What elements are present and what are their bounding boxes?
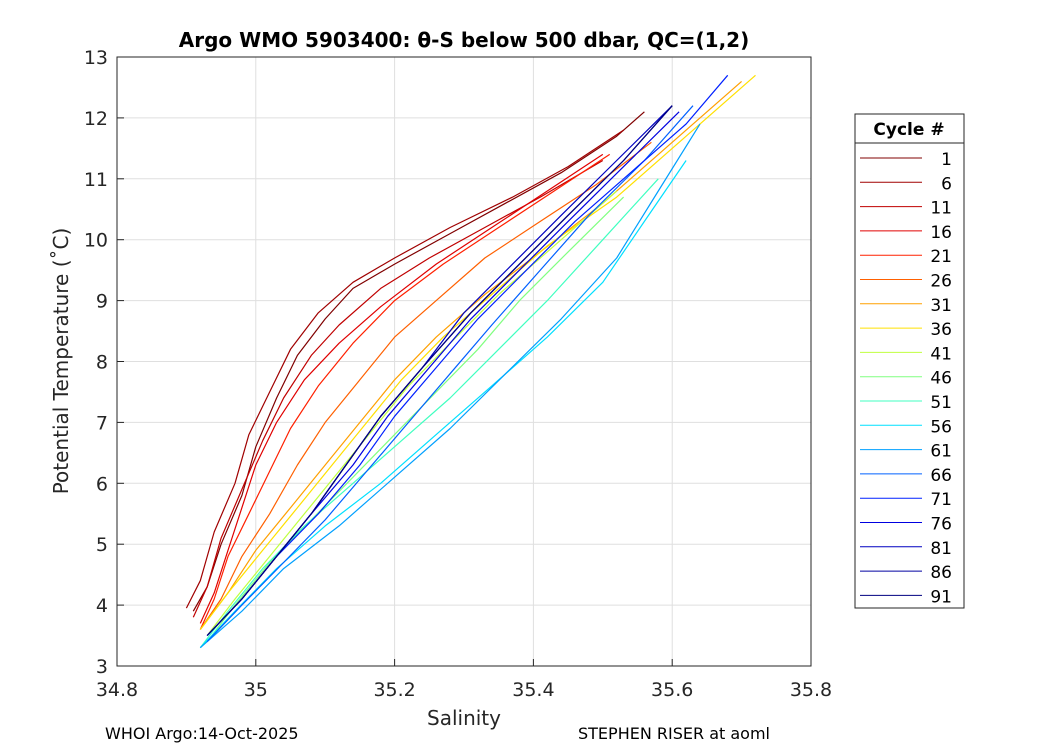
series-line-cycle-61 xyxy=(199,123,701,649)
x-tick-label: 35.6 xyxy=(651,679,693,701)
x-tick-label: 35.2 xyxy=(373,679,415,701)
x-tick-label: 34.8 xyxy=(96,679,138,701)
legend-box xyxy=(854,113,965,609)
legend-label: 21 xyxy=(930,247,952,267)
series-line-cycle-36 xyxy=(199,74,756,630)
legend-label: 56 xyxy=(930,417,952,437)
legend-label: 81 xyxy=(930,539,952,559)
series-line-cycle-11 xyxy=(192,159,604,618)
legend: Cycle # 16111621263136414651566166717681… xyxy=(854,113,965,609)
y-axis-label: Potential Temperature (˚C) xyxy=(49,228,73,495)
series-line-cycle-91 xyxy=(206,105,673,636)
footer-left-text: WHOI Argo:14-Oct-2025 xyxy=(105,724,299,743)
legend-label: 91 xyxy=(930,587,952,607)
legend-label: 66 xyxy=(930,466,952,486)
legend-label: 61 xyxy=(930,442,952,462)
series-line-cycle-21 xyxy=(199,153,611,630)
series-line-cycle-56 xyxy=(199,160,687,649)
series-line-cycle-26 xyxy=(199,141,652,630)
x-tick-label: 35 xyxy=(244,679,268,701)
series-line-cycle-1 xyxy=(192,111,645,612)
legend-label: 11 xyxy=(930,199,952,219)
legend-label: 6 xyxy=(941,174,952,194)
legend-label: 26 xyxy=(930,272,952,292)
legend-label: 31 xyxy=(930,296,952,316)
y-tick-label: 5 xyxy=(96,534,108,556)
y-tick-label: 10 xyxy=(84,230,108,252)
legend-label: 76 xyxy=(930,515,952,535)
legend-label: 1 xyxy=(941,150,952,170)
series-line-cycle-41 xyxy=(206,190,618,636)
legend-label: 41 xyxy=(930,344,952,364)
series-line-cycle-51 xyxy=(199,178,659,649)
y-tick-label: 6 xyxy=(96,473,108,495)
ticks: 34.8 35 35.2 35.4 35.6 35.8 3 4 5 6 7 8 9 10 11 12 13 xyxy=(84,47,832,701)
x-tick-label: 35.8 xyxy=(790,679,832,701)
y-tick-label: 9 xyxy=(96,291,108,313)
legend-label: 36 xyxy=(930,320,952,340)
y-tick-label: 12 xyxy=(84,108,108,130)
legend-label: 51 xyxy=(930,393,952,413)
series-line-cycle-46 xyxy=(206,196,625,642)
legend-label: 16 xyxy=(930,223,952,243)
footer-right-text: STEPHEN RISER at aoml xyxy=(578,724,770,743)
legend-title: Cycle # xyxy=(873,120,944,140)
y-tick-label: 7 xyxy=(96,412,108,434)
series-line-cycle-6 xyxy=(185,129,624,609)
legend-label: 46 xyxy=(930,369,952,389)
y-tick-label: 3 xyxy=(96,656,108,678)
series-line-cycle-16 xyxy=(199,153,604,624)
legend-label: 86 xyxy=(930,563,952,583)
x-axis-label: Salinity xyxy=(427,706,501,730)
legend-label: 71 xyxy=(930,490,952,510)
chart-title: Argo WMO 5903400: θ-S below 500 dbar, QC… xyxy=(179,28,749,52)
series-line-cycle-66 xyxy=(206,105,694,643)
series-layer xyxy=(185,74,756,649)
x-tick-label: 35.4 xyxy=(512,679,554,701)
y-tick-label: 8 xyxy=(96,352,108,374)
y-tick-label: 11 xyxy=(84,169,108,191)
y-tick-label: 4 xyxy=(96,595,108,617)
y-tick-label: 13 xyxy=(84,47,108,69)
